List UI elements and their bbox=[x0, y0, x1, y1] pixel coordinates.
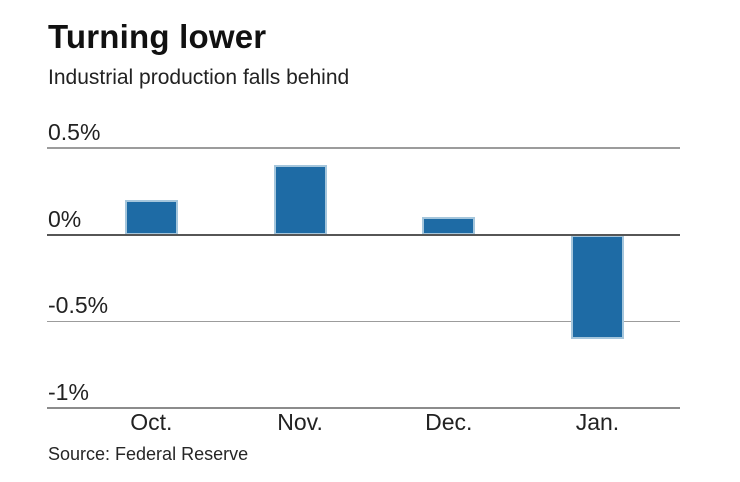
y-tick-label--0.5%: -0.5% bbox=[48, 292, 109, 319]
bar-nov bbox=[273, 165, 327, 235]
gridline-0.5% bbox=[47, 147, 680, 149]
gridline--1% bbox=[47, 407, 680, 410]
y-tick-label--1%: -1% bbox=[48, 379, 89, 405]
x-tick-label-nov: Nov. bbox=[277, 409, 323, 435]
y-tick-label-0%: 0% bbox=[48, 205, 82, 232]
x-tick-label-oct: Oct. bbox=[130, 409, 173, 435]
bar-dec bbox=[422, 217, 476, 235]
y-tick-label-0.5%: 0.5% bbox=[48, 119, 101, 146]
bar-oct bbox=[124, 200, 178, 235]
chart-subtitle: Industrial production falls behind bbox=[48, 66, 350, 89]
source-note: Source: Federal Reserve bbox=[48, 444, 249, 464]
gridline-0% bbox=[47, 233, 680, 236]
bar-jan bbox=[570, 234, 624, 339]
chart-title: Turning lower bbox=[48, 18, 267, 55]
x-tick-label-dec: Dec. bbox=[425, 409, 473, 435]
x-tick-label-jan: Jan. bbox=[575, 409, 620, 435]
gridline--0.5% bbox=[47, 320, 680, 323]
